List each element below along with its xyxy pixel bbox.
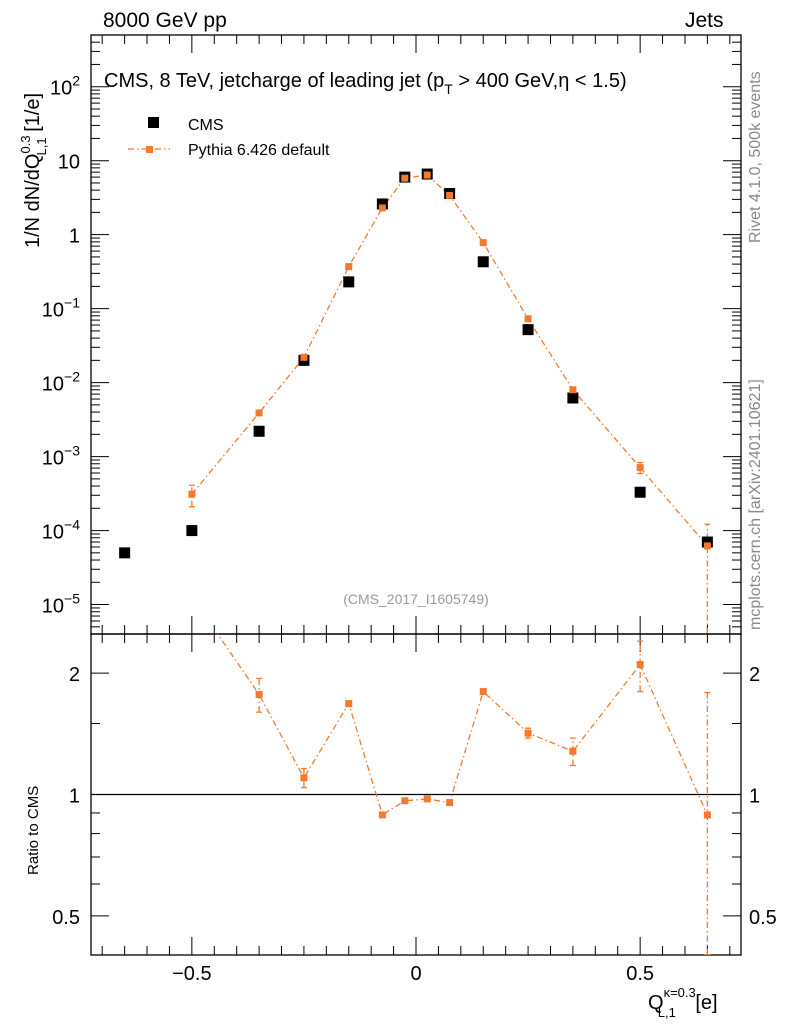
legend-data-label: CMS	[188, 117, 224, 134]
mc-line	[191, 174, 708, 547]
chart-title-main: CMS, 8 TeV, jetcharge of leading jet (p	[104, 70, 444, 92]
y-tick-label-base: 10	[42, 596, 64, 618]
cms-data-point	[376, 198, 388, 210]
y-tick-label: 10−4	[42, 517, 80, 544]
process-label: Jets	[685, 9, 724, 32]
ratio-point	[401, 797, 409, 805]
x-axis-title-unit: [e]	[690, 992, 718, 1014]
ratio-point	[378, 811, 386, 819]
y-tick-label-base: 10	[42, 374, 64, 396]
y-tick-label: 10−5	[42, 591, 80, 618]
y-tick-label: 10	[58, 152, 80, 174]
ratio-plot-area	[90, 593, 742, 956]
legend-mc-marker	[146, 146, 153, 153]
watermark: (CMS_2017_I1605749)	[343, 591, 489, 607]
mc-data-point	[378, 204, 386, 212]
ratio-point	[479, 688, 487, 696]
y-tick-label: 1	[69, 226, 80, 248]
mc-data-point	[569, 386, 577, 394]
mc-data-point	[255, 409, 263, 417]
legend-mc-label: Pythia 6.426 default	[188, 142, 330, 159]
cms-data-point	[343, 276, 355, 288]
cms-data-point	[253, 425, 265, 437]
ratio-point	[255, 690, 263, 698]
y-axis-title: 1/N dN/dQ0.3L,1 [1/e]	[18, 93, 49, 248]
x-axis-title-main: Q	[648, 992, 664, 1014]
ratio-line	[216, 634, 708, 816]
y-tick-label-base: 10	[50, 78, 72, 100]
y-tick-label-base: 10	[42, 448, 64, 470]
ratio-y-tick-label-right: 1	[749, 786, 760, 808]
y-axis-title-subscript: L,1	[34, 137, 49, 155]
cms-data-point	[522, 324, 534, 336]
ratio-y-tick-label: 0.5	[52, 907, 80, 929]
mc-data-point	[345, 263, 353, 271]
ratio-y-tick-label-right: 0.5	[749, 907, 777, 929]
y-axis-title-superscript: 0.3	[18, 135, 33, 153]
ratio-y-tick-label: 1	[69, 786, 80, 808]
chart-title-subscript: T	[444, 81, 453, 97]
mc-data-point	[423, 171, 431, 179]
mc-data-point	[703, 542, 711, 550]
y-tick-label-base: 10	[42, 300, 64, 322]
y-tick-label-exponent: −4	[64, 517, 80, 533]
mc-data-point	[446, 191, 454, 199]
cms-data-point	[567, 392, 579, 404]
x-tick-label: 0	[410, 963, 421, 985]
mc-data-point	[636, 464, 644, 472]
ratio-y-tick-label: 2	[69, 664, 80, 686]
chart-title: CMS, 8 TeV, jetcharge of leading jet (pT…	[104, 70, 627, 97]
y-tick-label-exponent: −1	[64, 295, 80, 311]
main-series-group	[119, 168, 713, 634]
y-axis-title-unit: [1/e]	[22, 93, 44, 137]
y-tick-label: 10−3	[42, 443, 80, 470]
y-tick-label-exponent: −3	[64, 443, 80, 459]
ratio-point	[524, 729, 532, 737]
ratio-series-group	[188, 593, 711, 955]
y-tick-label-base: 10	[58, 152, 80, 174]
mc-data-point	[300, 353, 308, 361]
ratio-point	[345, 700, 353, 708]
cms-data-point	[477, 256, 489, 268]
y-tick-label-exponent: −2	[64, 369, 80, 385]
mc-data-point	[188, 490, 196, 498]
ratio-point	[300, 774, 308, 782]
legend-data-marker	[148, 117, 159, 128]
ratio-point	[636, 661, 644, 669]
mc-data-point	[401, 174, 409, 182]
legend: CMS Pythia 6.426 default	[128, 117, 330, 159]
ratio-point	[188, 593, 195, 600]
mc-data-point	[479, 239, 487, 247]
cms-data-point	[119, 547, 131, 559]
y-tick-label-exponent: −5	[64, 591, 80, 607]
cms-data-point	[634, 486, 646, 498]
cms-data-point	[186, 525, 198, 537]
x-tick-label: 0.5	[626, 963, 654, 985]
x-tick-label: −0.5	[172, 963, 211, 985]
energy-label: 8000 GeV pp	[103, 9, 227, 32]
ratio-point	[703, 811, 711, 819]
ratio-point	[446, 799, 454, 807]
y-tick-label-base: 10	[42, 522, 64, 544]
ratio-y-tick-label-right: 2	[749, 664, 760, 686]
y-tick-label: 102	[50, 73, 80, 100]
x-axis-title-subscript: L,1	[658, 1005, 676, 1020]
y-tick-label: 10−2	[42, 369, 80, 396]
ratio-point	[423, 795, 431, 803]
y-tick-label-exponent: 2	[72, 73, 80, 89]
cms-data-point	[701, 536, 713, 548]
x-axis-title-superscript: κ=0.3	[664, 985, 696, 1000]
y-tick-label: 10−1	[42, 295, 80, 322]
x-axis-title: Qκ=0.3 L,1 [e]	[648, 985, 718, 1020]
ratio-y-axis-title: Ratio to CMS	[25, 786, 42, 875]
mc-data-point	[524, 315, 532, 323]
y-axis-title-main: 1/N dN/dQ	[22, 154, 44, 248]
chart-title-rest: > 400 GeV,η < 1.5)	[453, 70, 627, 92]
ratio-point	[569, 747, 577, 755]
y-tick-label-base: 1	[69, 226, 80, 248]
